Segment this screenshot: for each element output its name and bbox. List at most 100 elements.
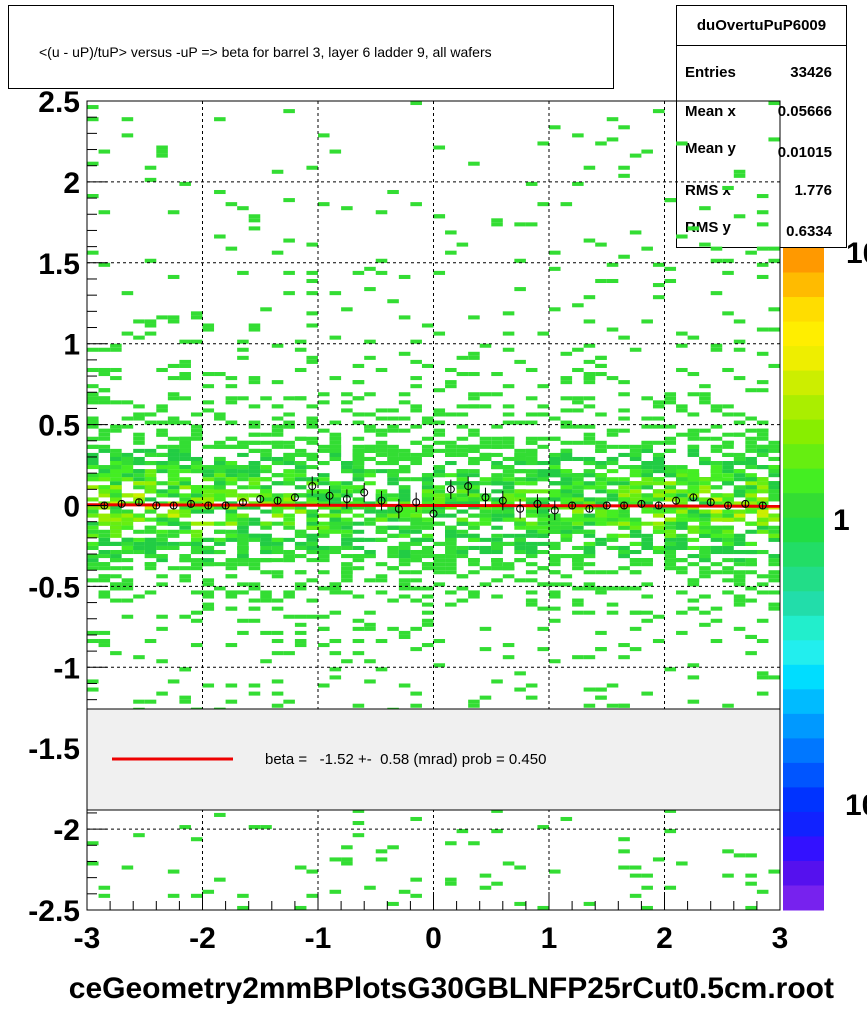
heat-cell xyxy=(410,461,422,466)
heat-cell xyxy=(133,541,145,546)
heat-cell xyxy=(364,501,376,506)
heat-cell xyxy=(745,558,757,563)
heat-cell xyxy=(745,473,757,478)
heat-cell xyxy=(676,570,688,575)
heat-cell xyxy=(525,525,538,530)
heat-cell xyxy=(237,590,249,595)
heat-cell xyxy=(676,234,688,239)
heat-cell xyxy=(179,513,191,518)
heat-cell xyxy=(583,440,596,445)
heat-cell xyxy=(595,489,607,494)
heat-cell xyxy=(98,521,111,526)
heat-cell xyxy=(318,133,330,138)
heat-cell xyxy=(283,554,295,559)
heat-cell xyxy=(445,452,457,457)
heat-cell xyxy=(710,465,723,470)
color-scale-step xyxy=(783,615,824,641)
heat-cell xyxy=(341,541,353,546)
heat-cell xyxy=(156,444,168,449)
heat-cell xyxy=(502,509,515,514)
heat-cell xyxy=(479,440,492,445)
heat-cell xyxy=(110,473,122,478)
heat-cell xyxy=(722,185,734,190)
heat-cell xyxy=(687,335,700,340)
heat-cell xyxy=(468,533,480,538)
heat-cell xyxy=(329,505,342,510)
heat-cell xyxy=(756,388,769,393)
heat-cell xyxy=(110,489,122,494)
heat-cell xyxy=(722,404,734,409)
heat-cell xyxy=(156,614,168,619)
heat-cell xyxy=(375,517,388,522)
heat-cell xyxy=(756,618,769,623)
heat-cell xyxy=(768,473,780,478)
heat-cell xyxy=(514,525,526,530)
profile-point xyxy=(342,495,351,504)
heat-cell xyxy=(167,315,180,320)
heat-cell xyxy=(121,598,134,603)
heat-cell xyxy=(318,448,330,453)
heat-cell xyxy=(375,270,388,275)
y-tick-label: 0.5 xyxy=(38,410,80,443)
heat-cell xyxy=(421,554,434,559)
heat-cell xyxy=(387,461,399,466)
heat-cell xyxy=(456,469,469,474)
heat-cell xyxy=(190,509,203,514)
heat-cell xyxy=(560,529,573,534)
heat-cell xyxy=(629,497,642,502)
heat-cell xyxy=(398,578,411,583)
heat-cell xyxy=(722,570,734,575)
heat-cell xyxy=(237,558,249,563)
heat-cell xyxy=(745,461,757,466)
heat-cell xyxy=(156,513,168,518)
color-scale-label: 10 xyxy=(845,789,867,822)
heat-cell xyxy=(687,428,700,433)
heat-cell xyxy=(410,529,422,534)
heat-cell xyxy=(144,473,157,478)
heat-cell xyxy=(722,432,734,437)
heat-cell xyxy=(583,481,596,486)
heat-cell xyxy=(110,400,122,405)
heat-cell xyxy=(202,889,215,894)
profile-point xyxy=(412,498,421,507)
heat-cell xyxy=(179,529,191,534)
heat-cell xyxy=(352,461,365,466)
heat-cell xyxy=(98,529,111,534)
heat-cell xyxy=(664,537,677,542)
heat-cell xyxy=(121,493,134,498)
heat-cell xyxy=(375,432,388,437)
heat-cell xyxy=(525,477,538,482)
heat-cell xyxy=(745,485,757,490)
heat-cell xyxy=(318,683,330,688)
heat-cell xyxy=(202,578,215,583)
heat-cell xyxy=(248,469,261,474)
heat-cell xyxy=(87,687,99,692)
heat-cell xyxy=(525,367,538,373)
heat-cell xyxy=(629,501,642,506)
heat-cell xyxy=(572,424,584,429)
heat-cell xyxy=(491,505,503,510)
heat-cell xyxy=(202,444,215,449)
heat-cell xyxy=(87,473,99,478)
heat-cell xyxy=(445,533,457,538)
heat-cell xyxy=(179,444,191,449)
heat-cell xyxy=(560,396,573,401)
heat-cell xyxy=(768,444,780,449)
heat-cell xyxy=(445,412,457,417)
heat-cell xyxy=(756,222,769,227)
heat-cell xyxy=(375,440,388,445)
heat-cell xyxy=(214,416,226,421)
heat-cell xyxy=(318,489,330,494)
heat-cell xyxy=(167,533,180,538)
heat-cell xyxy=(387,525,399,530)
heat-cell xyxy=(248,376,261,381)
heat-cell xyxy=(664,505,677,510)
heat-cell xyxy=(514,865,526,870)
heat-cell xyxy=(445,558,457,563)
heat-cell xyxy=(237,485,249,490)
heat-cell xyxy=(318,614,330,619)
heat-cell xyxy=(525,461,538,466)
heat-cell xyxy=(329,889,342,894)
heat-cell xyxy=(433,521,446,526)
heat-cell xyxy=(87,841,99,846)
